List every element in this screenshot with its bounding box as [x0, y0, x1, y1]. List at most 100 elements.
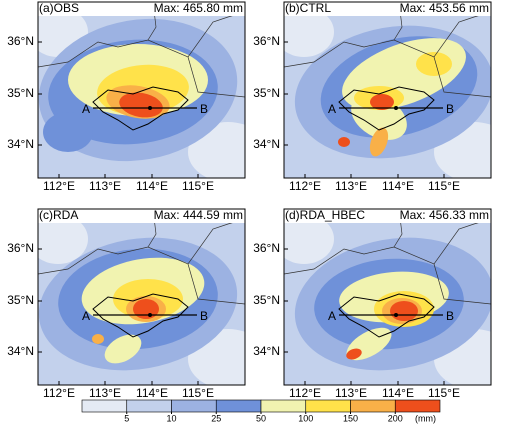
point-label: A [82, 102, 90, 116]
colorbar-label: 50 [256, 413, 266, 423]
border [433, 56, 491, 98]
lon-label: 113°E [335, 386, 367, 400]
colorbar-segment [215, 399, 262, 413]
max-label: Max: 453.56 mm [400, 1, 489, 15]
colorbar-label: 150 [343, 413, 358, 423]
colorbar-label: 5 [124, 413, 129, 423]
region-outline [338, 86, 435, 131]
frame [283, 208, 492, 386]
lat-label: 35°N [7, 86, 34, 100]
colorbar: 5 10 25 50 100 150 200 (mm) [81, 399, 441, 423]
panel-label: (d)RDA_HBEC [285, 208, 365, 222]
colorbar-segment [126, 399, 172, 413]
lon-label: 112°E [289, 386, 321, 400]
lat-label: 34°N [253, 137, 280, 151]
rain-contour [370, 94, 394, 110]
map-panel: (c)RDA Max: 444.59 mm A B 36°N 35°N 34°N 112°E 1… [7, 208, 246, 400]
lon-label: 114°E [382, 386, 414, 400]
map-field [38, 209, 245, 385]
colorbar-segment [260, 399, 307, 413]
lat-label: 34°N [7, 137, 34, 151]
point-label: B [200, 309, 208, 323]
rain-contour [119, 92, 163, 118]
lat-label: 36°N [253, 241, 280, 255]
colorbar-label: 200 [388, 413, 403, 423]
lat-label: 35°N [7, 293, 34, 307]
lon-label: 112°E [43, 386, 75, 400]
map-field [284, 2, 491, 178]
colorbar-segment [171, 399, 217, 413]
point-label: B [446, 102, 454, 116]
rain-contour [369, 127, 389, 157]
region-outline [338, 293, 435, 338]
lon-label: 113°E [89, 179, 121, 193]
lon-label: 114°E [136, 386, 168, 400]
rain-contour [43, 112, 93, 152]
rain-contour [416, 52, 452, 76]
rain-contour [133, 299, 159, 319]
title-band [38, 209, 245, 223]
border [433, 263, 491, 305]
title-band [284, 209, 491, 223]
rain-contour [338, 137, 350, 147]
panel-label: (b)CTRL [285, 1, 331, 15]
lon-label: 115°E [428, 386, 460, 400]
colorbar-unit: (mm) [415, 413, 436, 423]
lon-label: 114°E [382, 179, 414, 193]
max-label: Max: 444.59 mm [154, 208, 243, 222]
colorbar-label: 25 [211, 413, 221, 423]
border [187, 263, 245, 305]
colorbar-segment [305, 399, 351, 413]
lat-label: 35°N [253, 293, 280, 307]
title-band [284, 2, 491, 16]
frame [37, 1, 246, 179]
lon-label: 112°E [43, 179, 75, 193]
map-field [38, 2, 245, 178]
lat-label: 36°N [253, 34, 280, 48]
colorbar-segment [81, 399, 128, 413]
point-label: B [446, 309, 454, 323]
map-field [284, 209, 491, 385]
title-band [38, 2, 245, 16]
lon-label: 114°E [136, 179, 168, 193]
colorbar-segment [394, 399, 441, 413]
section-point [148, 106, 152, 110]
section-point [394, 313, 398, 317]
lon-label: 113°E [89, 386, 121, 400]
lat-label: 34°N [7, 344, 34, 358]
rain-contour [390, 301, 418, 321]
frame [283, 1, 492, 179]
section-point [394, 106, 398, 110]
max-label: Max: 465.80 mm [154, 1, 243, 15]
point-label: A [82, 309, 90, 323]
frame [37, 208, 246, 386]
panel-label: (a)OBS [39, 1, 79, 15]
point-label: B [200, 102, 208, 116]
light-patch [284, 7, 334, 57]
lon-label: 115°E [182, 386, 214, 400]
region-outline [92, 293, 189, 338]
light-patch [284, 214, 334, 264]
border [187, 56, 245, 98]
panel-label: (c)RDA [39, 208, 78, 222]
lat-label: 34°N [253, 344, 280, 358]
point-label: A [328, 309, 336, 323]
lat-label: 35°N [253, 86, 280, 100]
rain-contour [104, 334, 142, 364]
rain-contour [92, 334, 104, 344]
point-label: A [328, 102, 336, 116]
lon-label: 112°E [289, 179, 321, 193]
map-panel: (b)CTRL Max: 453.56 mm A B 36°N 35°N 34°N 112°E… [253, 1, 492, 193]
lon-label: 115°E [428, 179, 460, 193]
lon-label: 113°E [335, 179, 367, 193]
section-point [148, 313, 152, 317]
map-panel: (d)RDA_HBEC Max: 456.33 mm A B 36°N 35°N 34°N 1… [253, 208, 492, 400]
colorbar-label: 100 [298, 413, 313, 423]
colorbar-label: 10 [166, 413, 176, 423]
region-outline [92, 86, 189, 131]
colorbar-segment [350, 399, 396, 413]
light-patch [38, 214, 88, 264]
lat-label: 36°N [7, 34, 34, 48]
max-label: Max: 456.33 mm [400, 208, 489, 222]
